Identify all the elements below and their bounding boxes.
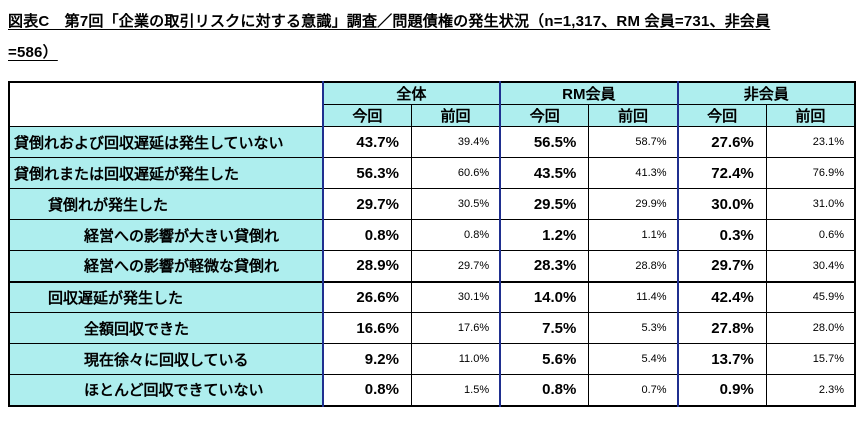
value-cell: 29.9%	[588, 188, 679, 220]
value-cell: 23.1%	[765, 126, 856, 158]
table-row: 経営への影響が軽微な貸倒れ 28.9% 29.7% 28.3% 28.8% 29…	[8, 250, 856, 282]
value-cell: 30.1%	[410, 280, 501, 313]
row-label: 貸倒れまたは回収遅延が発生した	[8, 157, 324, 189]
table-row: ほとんど回収できていない 0.8% 1.5% 0.8% 0.7% 0.9% 2.…	[8, 374, 856, 406]
value-cell: 1.1%	[588, 219, 679, 251]
value-cell: 28.9%	[321, 250, 412, 282]
row-label: 貸倒れが発生した	[8, 188, 324, 220]
group-header-non-member: 非会員	[676, 81, 856, 105]
value-cell: 28.3%	[499, 250, 590, 282]
value-cell: 1.2%	[499, 219, 590, 251]
value-cell: 29.7%	[676, 250, 767, 282]
value-cell: 30.4%	[765, 250, 856, 282]
value-cell: 0.3%	[676, 219, 767, 251]
corner-cell	[8, 81, 324, 127]
sub-header-non-prev: 前回	[765, 104, 856, 127]
value-cell: 30.0%	[676, 188, 767, 220]
value-cell: 0.9%	[676, 374, 767, 406]
value-cell: 5.6%	[499, 343, 590, 375]
value-cell: 41.3%	[588, 157, 679, 189]
row-label: ほとんど回収できていない	[8, 374, 324, 406]
sub-header-rm-prev: 前回	[588, 104, 679, 127]
value-cell: 43.7%	[321, 126, 412, 158]
table-row: 回収遅延が発生した 26.6% 30.1% 14.0% 11.4% 42.4% …	[8, 280, 856, 313]
value-cell: 28.0%	[765, 312, 856, 344]
value-cell: 28.8%	[588, 250, 679, 282]
value-cell: 30.5%	[410, 188, 501, 220]
value-cell: 0.8%	[410, 219, 501, 251]
value-cell: 0.6%	[765, 219, 856, 251]
figure-title-line1: 図表C 第7回「企業の取引リスクに対する意識」調査／問題債権の発生状況（n=1,…	[8, 13, 771, 30]
value-cell: 29.7%	[321, 188, 412, 220]
table-row: 貸倒れまたは回収遅延が発生した 56.3% 60.6% 43.5% 41.3% …	[8, 157, 856, 189]
value-cell: 7.5%	[499, 312, 590, 344]
value-cell: 1.5%	[410, 374, 501, 406]
sub-header-zentai-now: 今回	[321, 104, 412, 127]
value-cell: 0.7%	[588, 374, 679, 406]
value-cell: 58.7%	[588, 126, 679, 158]
figure-title-line2: =586）	[8, 44, 58, 61]
value-cell: 5.4%	[588, 343, 679, 375]
table-row: 経営への影響が大きい貸倒れ 0.8% 0.8% 1.2% 1.1% 0.3% 0…	[8, 219, 856, 251]
table-row: 全額回収できた 16.6% 17.6% 7.5% 5.3% 27.8% 28.0…	[8, 312, 856, 344]
row-label: 回収遅延が発生した	[8, 280, 324, 313]
value-cell: 13.7%	[676, 343, 767, 375]
table-row: 貸倒れが発生した 29.7% 30.5% 29.5% 29.9% 30.0% 3…	[8, 188, 856, 220]
value-cell: 31.0%	[765, 188, 856, 220]
value-cell: 11.4%	[588, 280, 679, 313]
value-cell: 11.0%	[410, 343, 501, 375]
value-cell: 16.6%	[321, 312, 412, 344]
value-cell: 5.3%	[588, 312, 679, 344]
survey-table: 全体 RM会員 非会員 今回 前回 今回 前回 今回 前回 貸倒れおよび回収遅延…	[8, 81, 856, 407]
value-cell: 27.6%	[676, 126, 767, 158]
table-row: 貸倒れおよび回収遅延は発生していない 43.7% 39.4% 56.5% 58.…	[8, 126, 856, 158]
sub-header-zentai-prev: 前回	[410, 104, 501, 127]
group-header-rm-member: RM会員	[499, 81, 679, 105]
row-label: 経営への影響が大きい貸倒れ	[8, 219, 324, 251]
value-cell: 42.4%	[676, 280, 767, 313]
row-label: 全額回収できた	[8, 312, 324, 344]
value-cell: 9.2%	[321, 343, 412, 375]
value-cell: 0.8%	[499, 374, 590, 406]
sub-header-rm-now: 今回	[499, 104, 590, 127]
figure-title: 図表C 第7回「企業の取引リスクに対する意識」調査／問題債権の発生状況（n=1,…	[8, 6, 856, 68]
group-header-row: 全体 RM会員 非会員	[8, 81, 856, 127]
value-cell: 56.5%	[499, 126, 590, 158]
value-cell: 56.3%	[321, 157, 412, 189]
value-cell: 14.0%	[499, 280, 590, 313]
value-cell: 27.8%	[676, 312, 767, 344]
row-label: 経営への影響が軽微な貸倒れ	[8, 250, 324, 282]
sub-header-row: 今回 前回 今回 前回 今回 前回	[9, 104, 856, 127]
report-page: 図表C 第7回「企業の取引リスクに対する意識」調査／問題債権の発生状況（n=1,…	[8, 6, 856, 407]
value-cell: 29.7%	[410, 250, 501, 282]
row-label: 貸倒れおよび回収遅延は発生していない	[8, 126, 324, 158]
value-cell: 29.5%	[499, 188, 590, 220]
value-cell: 15.7%	[765, 343, 856, 375]
value-cell: 0.8%	[321, 219, 412, 251]
value-cell: 76.9%	[765, 157, 856, 189]
value-cell: 43.5%	[499, 157, 590, 189]
value-cell: 17.6%	[410, 312, 501, 344]
row-label: 現在徐々に回収している	[8, 343, 324, 375]
value-cell: 45.9%	[765, 280, 856, 313]
value-cell: 72.4%	[676, 157, 767, 189]
value-cell: 0.8%	[321, 374, 412, 406]
sub-header-non-now: 今回	[676, 104, 767, 127]
value-cell: 26.6%	[321, 280, 412, 313]
group-header-zentai: 全体	[321, 81, 501, 105]
value-cell: 60.6%	[410, 157, 501, 189]
table-row: 現在徐々に回収している 9.2% 11.0% 5.6% 5.4% 13.7% 1…	[8, 343, 856, 375]
value-cell: 39.4%	[410, 126, 501, 158]
value-cell: 2.3%	[765, 374, 856, 406]
